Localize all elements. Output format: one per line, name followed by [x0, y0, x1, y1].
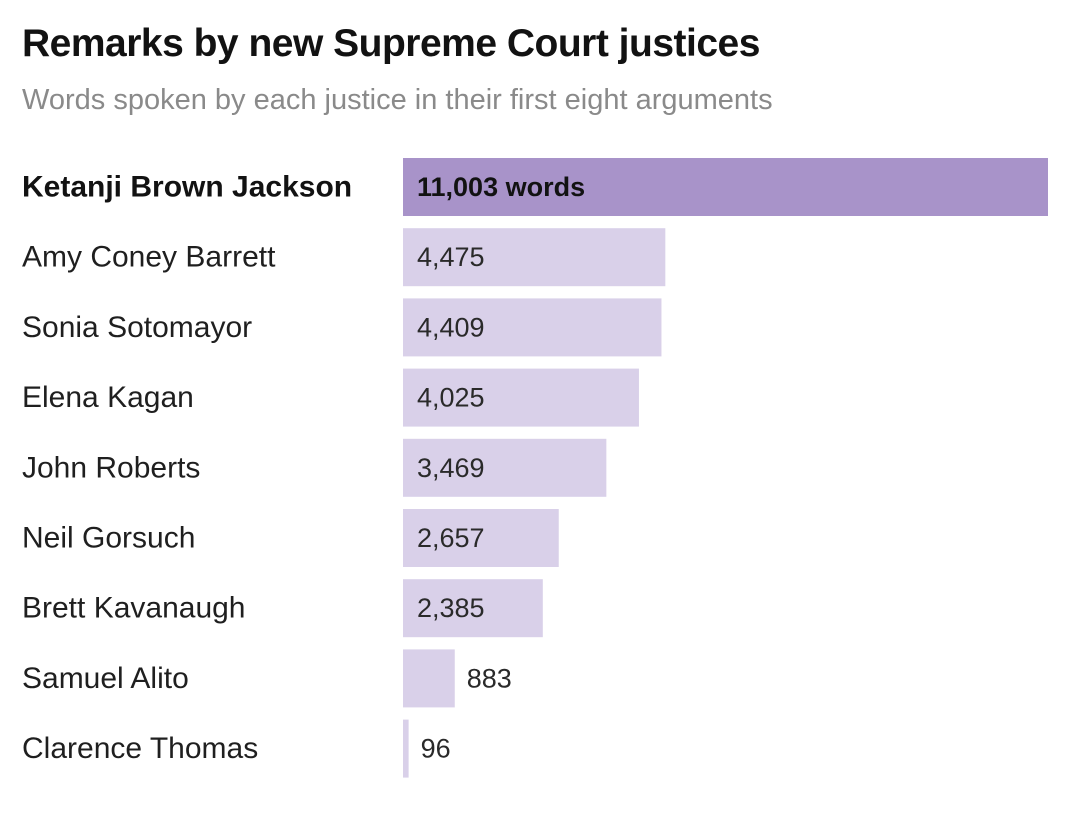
bar	[403, 438, 607, 497]
chart-subtitle: Words spoken by each justice in their fi…	[22, 84, 773, 116]
value-label: 2,657	[417, 523, 485, 553]
value-label: 96	[421, 734, 451, 764]
category-label: Elena Kagan	[22, 381, 194, 414]
category-label: Sonia Sotomayor	[22, 311, 252, 344]
category-label: Samuel Alito	[22, 662, 189, 695]
category-label: Neil Gorsuch	[22, 522, 195, 555]
value-label: 2,385	[417, 593, 485, 623]
category-label: John Roberts	[22, 451, 200, 484]
bar	[403, 228, 666, 287]
value-label: 3,469	[417, 453, 485, 483]
category-label: Amy Coney Barrett	[22, 241, 276, 274]
category-label: Brett Kavanaugh	[22, 592, 246, 625]
category-label: Ketanji Brown Jackson	[22, 171, 352, 204]
value-label: 4,475	[417, 242, 485, 272]
chart-title: Remarks by new Supreme Court justices	[22, 22, 760, 65]
category-label: Clarence Thomas	[22, 732, 258, 765]
bar	[403, 298, 662, 357]
bar	[403, 368, 639, 427]
bar	[403, 649, 455, 708]
bar	[403, 158, 1048, 216]
value-label: 883	[467, 663, 512, 693]
bar	[403, 719, 409, 778]
value-label: 4,409	[417, 312, 485, 342]
value-label: 11,003 words	[417, 172, 585, 202]
value-label: 4,025	[417, 383, 485, 413]
bar	[403, 509, 559, 567]
bar	[403, 579, 543, 638]
